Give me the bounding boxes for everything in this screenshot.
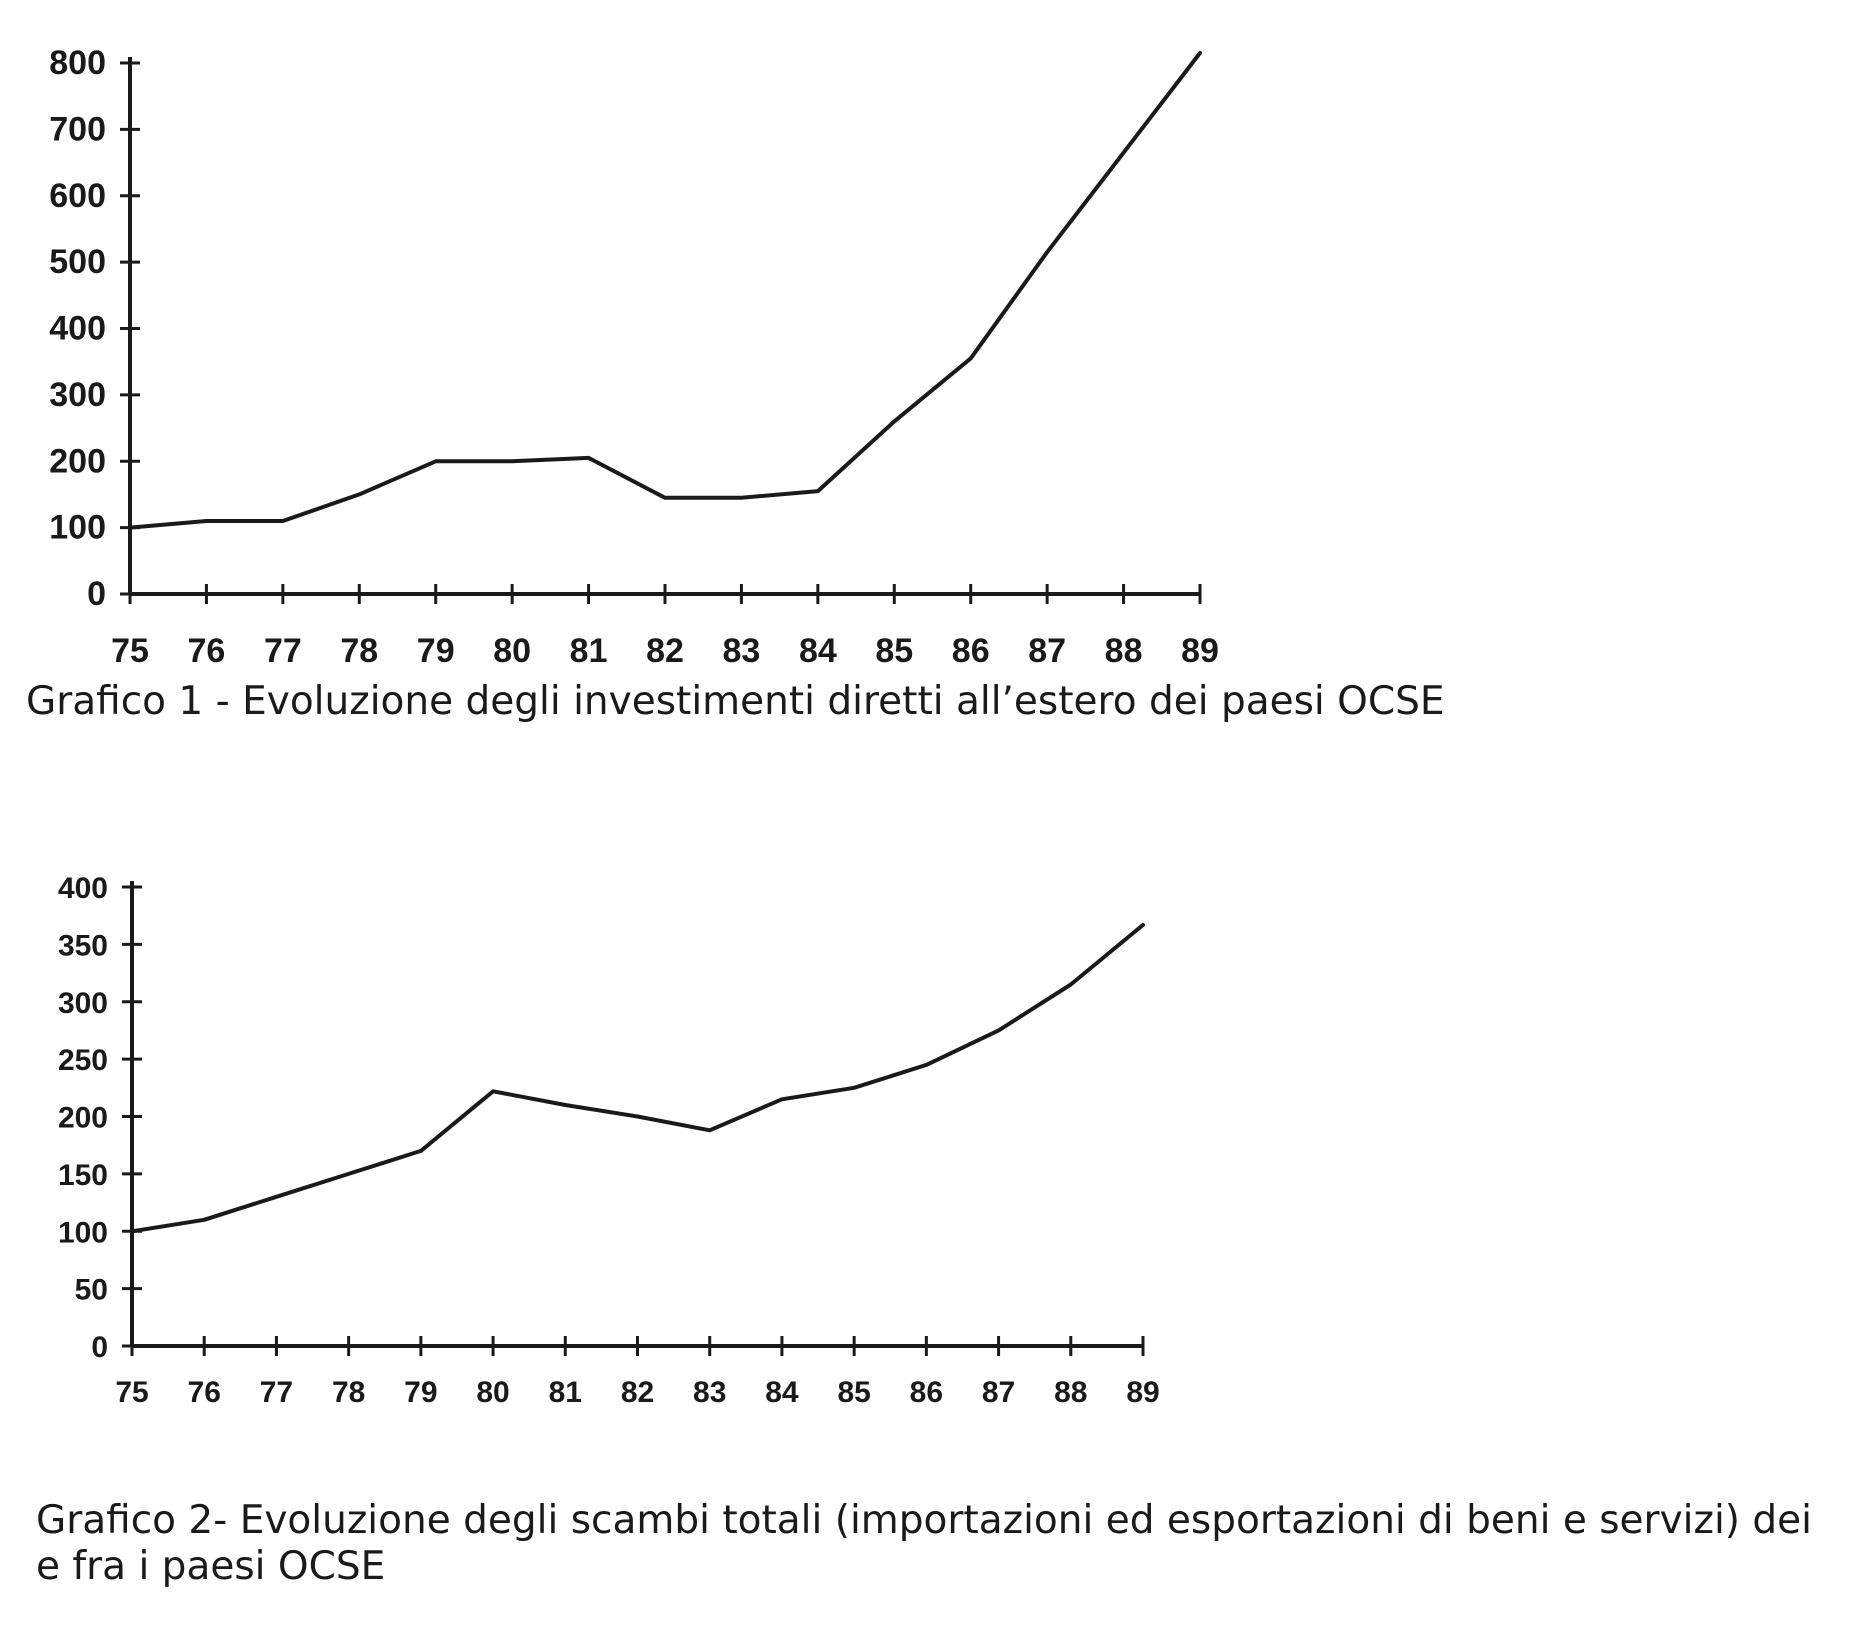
y-tick-label: 600 bbox=[49, 177, 106, 215]
x-tick-label: 79 bbox=[404, 1376, 437, 1409]
x-tick-label: 78 bbox=[332, 1376, 365, 1409]
y-tick-label: 50 bbox=[75, 1274, 108, 1307]
series-line bbox=[128, 51, 1202, 530]
x-tick-label: 84 bbox=[765, 1376, 799, 1409]
y-tick-label: 700 bbox=[49, 110, 106, 148]
y-tick-label: 800 bbox=[49, 44, 106, 82]
x-tick-label: 83 bbox=[693, 1376, 726, 1409]
x-tick-label: 80 bbox=[476, 1376, 509, 1409]
x-tick-label: 85 bbox=[875, 632, 913, 670]
y-tick-label: 500 bbox=[49, 243, 106, 281]
x-tick-label: 79 bbox=[417, 632, 455, 670]
y-tick-label: 0 bbox=[87, 575, 106, 613]
x-tick-label: 85 bbox=[837, 1376, 870, 1409]
series-line bbox=[130, 922, 1145, 1234]
x-tick-label: 77 bbox=[264, 632, 302, 670]
x-tick-label: 83 bbox=[723, 632, 761, 670]
x-tick-label: 76 bbox=[188, 1376, 221, 1409]
x-tick-label: 82 bbox=[621, 1376, 654, 1409]
y-tick-label: 0 bbox=[91, 1331, 108, 1364]
y-tick-label: 200 bbox=[49, 442, 106, 480]
y-tick-label: 100 bbox=[49, 509, 106, 547]
chart-1-investimenti: 0 100 200 300 400 500 600 700 800 75 76 77 78 79 80 81 8… bbox=[49, 44, 1219, 670]
x-tick-label: 76 bbox=[188, 632, 226, 670]
x-tick-label: 88 bbox=[1105, 632, 1143, 670]
y-tick-label: 400 bbox=[58, 872, 108, 905]
x-tick-label: 89 bbox=[1126, 1376, 1159, 1409]
y-tick-label: 150 bbox=[58, 1159, 108, 1192]
x-tick-label: 86 bbox=[952, 632, 990, 670]
chart-1-caption: Grafico 1 - Evoluzione degli investiment… bbox=[26, 679, 1445, 724]
x-tick-label: 84 bbox=[799, 632, 837, 670]
x-tick-label: 89 bbox=[1181, 632, 1219, 670]
x-tick-label: 88 bbox=[1054, 1376, 1087, 1409]
y-tick-label: 100 bbox=[58, 1216, 108, 1249]
x-tick-label: 78 bbox=[340, 632, 378, 670]
chart-2-caption: Grafico 2- Evoluzione degli scambi total… bbox=[36, 1498, 1813, 1589]
chart-2-scambi: 0 50 100 150 200 250 300 350 400 75 76 77 78 79 80 81 82… bbox=[58, 872, 1160, 1409]
y-tick-label: 300 bbox=[49, 376, 106, 414]
x-tick-label: 75 bbox=[111, 632, 149, 670]
x-tick-label: 75 bbox=[115, 1376, 148, 1409]
y-tick-label: 400 bbox=[49, 310, 106, 348]
y-tick-label: 350 bbox=[58, 929, 108, 962]
x-tick-label: 81 bbox=[570, 632, 608, 670]
x-tick-label: 77 bbox=[260, 1376, 293, 1409]
x-tick-label: 80 bbox=[493, 632, 531, 670]
x-tick-label: 82 bbox=[646, 632, 684, 670]
x-tick-label: 86 bbox=[910, 1376, 943, 1409]
y-tick-label: 250 bbox=[58, 1044, 108, 1077]
x-tick-label: 81 bbox=[549, 1376, 582, 1409]
y-tick-label: 200 bbox=[58, 1102, 108, 1135]
y-tick-label: 300 bbox=[58, 987, 108, 1020]
x-tick-label: 87 bbox=[1028, 632, 1066, 670]
x-tick-label: 87 bbox=[982, 1376, 1015, 1409]
